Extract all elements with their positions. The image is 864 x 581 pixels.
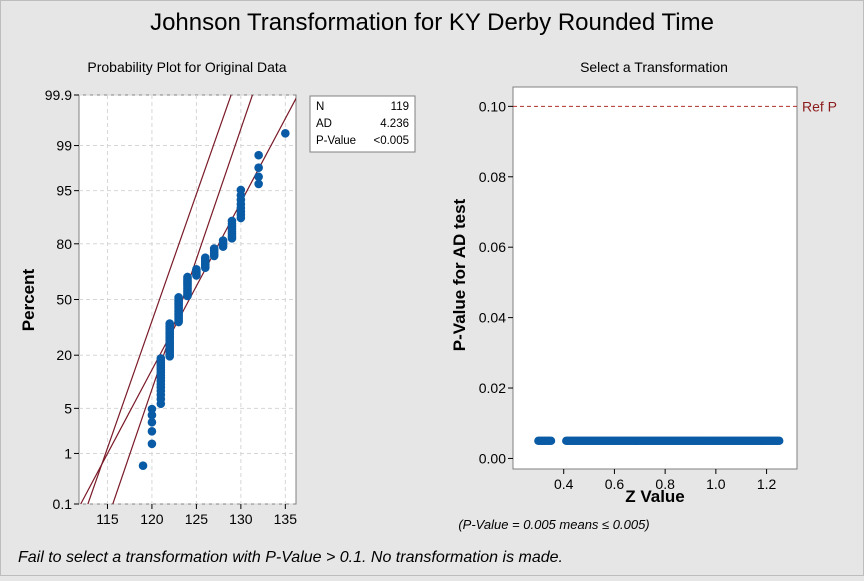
transform-y-tick-label: 0.04: [479, 310, 506, 326]
probplot-point: [227, 216, 237, 226]
probplot-point: [281, 129, 290, 138]
probplot-point: [254, 172, 263, 182]
transform-x-tick-label: 0.4: [554, 476, 574, 492]
transform-points: [534, 436, 784, 446]
transform-point: [546, 436, 556, 446]
probplot-point: [209, 244, 219, 253]
transform-y-label: P-Value for AD test: [450, 198, 469, 351]
probplot-point: [147, 427, 157, 436]
probplot-point: [218, 236, 228, 245]
transform-y-tick-label: 0.00: [479, 450, 506, 466]
transform-y-ticks: 0.00 0.02 0.04 0.06 0.08 0.10: [479, 98, 513, 466]
stats-n-label: N: [316, 101, 324, 113]
probplot-y-tick-label: 0.1: [53, 496, 73, 512]
transform-y-tick-label: 0.08: [479, 169, 506, 185]
stats-pvalue-value: <0.005: [374, 135, 410, 147]
probplot-y-tick-label: 99: [56, 138, 72, 154]
transform-y-tick-label: 0.02: [479, 380, 506, 396]
transform-x-ticks: 0.4 0.6 0.8 1.0 1.2: [554, 469, 777, 492]
stats-box: N 119 AD 4.236 P-Value <0.005: [309, 95, 416, 153]
probplot-point: [174, 293, 183, 302]
probplot-point: [200, 253, 210, 262]
stats-pvalue-label: P-Value: [316, 135, 356, 147]
transform-x-tick-label: 1.0: [706, 476, 726, 492]
figure-title: Johnson Transformation for KY Derby Roun…: [150, 9, 714, 36]
probplot-y-tick-label: 5: [64, 400, 72, 416]
transform-plot-area: [512, 86, 798, 470]
probplot-x-tick-label: 135: [274, 511, 298, 527]
transform-x-tick-label: 0.8: [655, 476, 675, 492]
probplot-point: [147, 417, 157, 427]
probplot-point: [138, 461, 148, 470]
transform-y-tick-label: 0.06: [479, 239, 506, 255]
transform-x-tick-label: 1.2: [757, 476, 777, 492]
probplot-point: [192, 264, 201, 274]
probplot-title: Probability Plot for Original Data: [87, 59, 286, 75]
stats-ad-value: 4.236: [380, 118, 409, 130]
probplot-y-label: Percent: [19, 268, 38, 331]
ci-upper-line: [87, 95, 232, 504]
probplot-y-tick-label: 99.9: [45, 87, 72, 103]
probplot-point: [183, 272, 192, 282]
stats-box-frame: [309, 95, 416, 153]
probplot-point: [147, 404, 157, 414]
footer-message: Fail to select a transformation with P-V…: [18, 549, 563, 566]
probplot-x-ticks: 115 120 125 130 135: [96, 504, 297, 527]
probplot-x-tick-label: 120: [140, 511, 164, 527]
transform-y-tick-label: 0.10: [479, 98, 506, 114]
probplot-point: [236, 185, 246, 195]
probplot-y-ticks: 0.1 1 5 20 50 80 95 99 99.9: [45, 87, 79, 512]
probplot-y-tick-label: 50: [56, 292, 72, 308]
transform-x-label: Z Value: [625, 487, 685, 506]
probplot-point: [254, 150, 263, 160]
probplot-x-tick-label: 125: [185, 511, 209, 527]
probplot-point: [156, 354, 166, 363]
probplot-point: [254, 163, 263, 172]
probplot-point: [147, 439, 157, 449]
probplot-point: [254, 179, 263, 189]
stats-n-value: 119: [391, 101, 409, 113]
probplot-x-tick-label: 115: [96, 511, 119, 527]
pvalue-footnote: (P-Value = 0.005 means ≤ 0.005): [458, 517, 649, 532]
probplot-points: [138, 129, 290, 470]
transform-plot-title: Select a Transformation: [580, 59, 728, 75]
probplot-x-tick-label: 130: [229, 511, 253, 527]
probplot-y-tick-label: 1: [64, 445, 72, 461]
probplot-point: [147, 410, 157, 420]
transform-point: [775, 436, 784, 446]
probplot-y-tick-label: 20: [56, 347, 72, 363]
reference-line-group: Ref P: [513, 98, 837, 114]
probplot-point: [165, 319, 175, 328]
probplot-y-tick-label: 95: [56, 183, 72, 199]
reference-line-label: Ref P: [802, 98, 837, 114]
stats-ad-label: AD: [316, 118, 332, 130]
probplot-y-tick-label: 80: [56, 236, 72, 252]
transform-x-tick-label: 0.6: [605, 476, 625, 492]
